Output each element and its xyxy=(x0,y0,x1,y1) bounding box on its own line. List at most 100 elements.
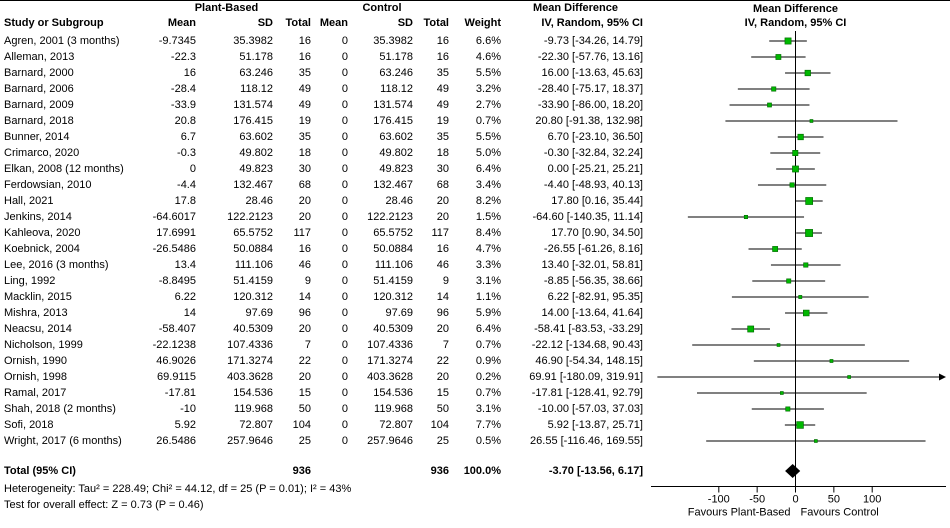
study-row: Mishra, 2013 14 97.69 96 0 97.69 96 5.9% 14.00 [… xyxy=(0,305,648,321)
ctrl-total: 15 xyxy=(436,387,449,399)
study-name: Ornish, 1998 xyxy=(4,371,67,383)
column-header-row: Study or Subgroup Mean SD Total Mean SD … xyxy=(0,15,648,31)
ctrl-sd: 131.574 xyxy=(373,99,413,111)
pb-sd: 50.0884 xyxy=(233,243,273,255)
effect-square xyxy=(809,119,814,123)
pb-total: 20 xyxy=(298,211,311,223)
ctrl-total: 20 xyxy=(436,371,449,383)
study-row: Ling, 1992 -8.8495 51.4159 9 0 51.4159 9 3.1% -8… xyxy=(0,273,648,289)
ctrl-sd: 132.467 xyxy=(373,179,413,191)
ctrl-sd: 28.46 xyxy=(385,195,413,207)
ctrl-total: 68 xyxy=(436,179,449,191)
ci-arrow-right xyxy=(939,373,946,381)
effect-square xyxy=(743,214,748,220)
pb-mean: 14 xyxy=(183,307,196,319)
axis-tick-label: 0 xyxy=(792,494,798,506)
effect-square xyxy=(747,325,755,333)
pb-sd: 35.3982 xyxy=(233,35,273,47)
ctrl-sd: 122.2123 xyxy=(367,211,413,223)
study-row: Kahleova, 2020 17.6991 65.5752 117 0 65.5752 1… xyxy=(0,225,648,241)
md-ci-text: -4.40 [-48.93, 40.13] xyxy=(543,179,643,191)
total-pb-sd-empty xyxy=(198,463,275,479)
ctrl-mean: 0 xyxy=(341,387,348,399)
pb-total: 20 xyxy=(298,323,311,335)
ctrl-sd: 49.802 xyxy=(379,147,413,159)
pb-total: 20 xyxy=(298,371,311,383)
pb-sd: 49.802 xyxy=(239,147,273,159)
total-ctrl-total: 936 xyxy=(430,465,449,477)
ctrl-sd: 72.807 xyxy=(379,419,413,431)
study-row: Macklin, 2015 6.22 120.312 14 0 120.312 14 1.1%… xyxy=(0,289,648,305)
pb-total: 15 xyxy=(298,387,311,399)
study-name: Ling, 1992 xyxy=(4,275,56,287)
effect-square xyxy=(792,165,799,173)
study-name: Lee, 2016 (3 months) xyxy=(4,259,109,271)
pb-sd: 122.2123 xyxy=(227,211,273,223)
ctrl-mean: 0 xyxy=(341,147,348,159)
forest-plot-canvas: -100 -50 0 50 100 Favours Plant-Based Favours … xyxy=(651,31,946,519)
effect-square xyxy=(767,102,772,108)
effect-square xyxy=(804,69,811,77)
ctrl-total: 35 xyxy=(436,131,449,143)
group-header-plant-based: Plant-Based xyxy=(194,2,259,14)
ctrl-sd: 111.106 xyxy=(374,259,413,271)
study-row: Elkan, 2008 (12 months) 0 49.823 30 0 49.823 3… xyxy=(0,161,648,177)
effect-square xyxy=(780,391,784,395)
study-weight: 2.7% xyxy=(475,99,501,111)
md-ci-text: -17.81 [-128.41, 92.79] xyxy=(531,387,643,399)
effect-square xyxy=(798,295,803,299)
effect-square xyxy=(785,406,791,412)
pb-total: 50 xyxy=(298,403,311,415)
total-ctrl-mean-empty xyxy=(313,463,350,479)
pb-mean: -26.5486 xyxy=(152,243,196,255)
pb-total: 35 xyxy=(298,131,311,143)
study-weight: 1.1% xyxy=(475,291,501,303)
effect-square xyxy=(796,421,804,429)
ctrl-total: 35 xyxy=(436,67,449,79)
pb-total: 117 xyxy=(293,227,311,239)
md-ci-text: -33.90 [-86.00, 18.20] xyxy=(537,99,643,111)
effect-square xyxy=(786,278,792,284)
ctrl-mean: 0 xyxy=(341,323,348,335)
pb-sd: 28.46 xyxy=(245,195,273,207)
ctrl-mean: 0 xyxy=(341,163,348,175)
pb-sd: 257.9646 xyxy=(227,435,273,447)
header-weight: Weight xyxy=(464,17,501,29)
pb-mean: -28.4 xyxy=(170,83,196,95)
study-row: Agren, 2001 (3 months) -9.7345 35.3982 16 0 3… xyxy=(0,33,648,49)
ctrl-sd: 118.12 xyxy=(380,83,413,95)
ctrl-total: 25 xyxy=(436,435,449,447)
axis-tick-label: 50 xyxy=(828,494,840,506)
study-name: Nicholson, 1999 xyxy=(4,339,83,351)
ctrl-total: 20 xyxy=(436,195,449,207)
pb-total: 68 xyxy=(298,179,311,191)
ctrl-total: 7 xyxy=(442,339,449,351)
pb-mean: -64.6017 xyxy=(152,211,196,223)
pb-total: 20 xyxy=(298,195,311,207)
pb-sd: 120.312 xyxy=(233,291,273,303)
pb-total: 19 xyxy=(298,115,311,127)
study-row: Barnard, 2018 20.8 176.415 19 0 176.415 19 0.7%… xyxy=(0,113,648,129)
study-row: Ramal, 2017 -17.81 154.536 15 0 154.536 15 0.7%… xyxy=(0,385,648,401)
study-row: Ornish, 1990 46.9026 171.3274 22 0 171.3274 22… xyxy=(0,353,648,369)
study-weight: 0.7% xyxy=(475,339,501,351)
ctrl-sd: 65.5752 xyxy=(373,227,413,239)
study-weight: 0.2% xyxy=(475,371,501,383)
ctrl-sd: 97.69 xyxy=(385,307,413,319)
ctrl-mean: 0 xyxy=(341,227,348,239)
md-ci-text: 69.91 [-180.09, 319.91] xyxy=(529,371,643,383)
axis-tick-label: 100 xyxy=(863,494,881,506)
header-study-col: Study or Subgroup xyxy=(4,17,104,29)
md-ci-text: -22.30 [-57.76, 13.16] xyxy=(537,51,643,63)
md-ci-text: -58.41 [-83.53, -33.29] xyxy=(534,323,643,335)
ctrl-sd: 49.823 xyxy=(379,163,413,175)
md-ci-text: 46.90 [-54.34, 148.15] xyxy=(535,355,643,367)
study-name: Sofi, 2018 xyxy=(4,419,54,431)
ctrl-sd: 50.0884 xyxy=(373,243,413,255)
ctrl-sd: 171.3274 xyxy=(367,355,413,367)
ctrl-mean: 0 xyxy=(341,371,348,383)
md-ci-text: 20.80 [-91.38, 132.98] xyxy=(535,115,643,127)
pb-mean: -22.3 xyxy=(170,51,196,63)
md-ci-text: -28.40 [-75.17, 18.37] xyxy=(537,83,643,95)
